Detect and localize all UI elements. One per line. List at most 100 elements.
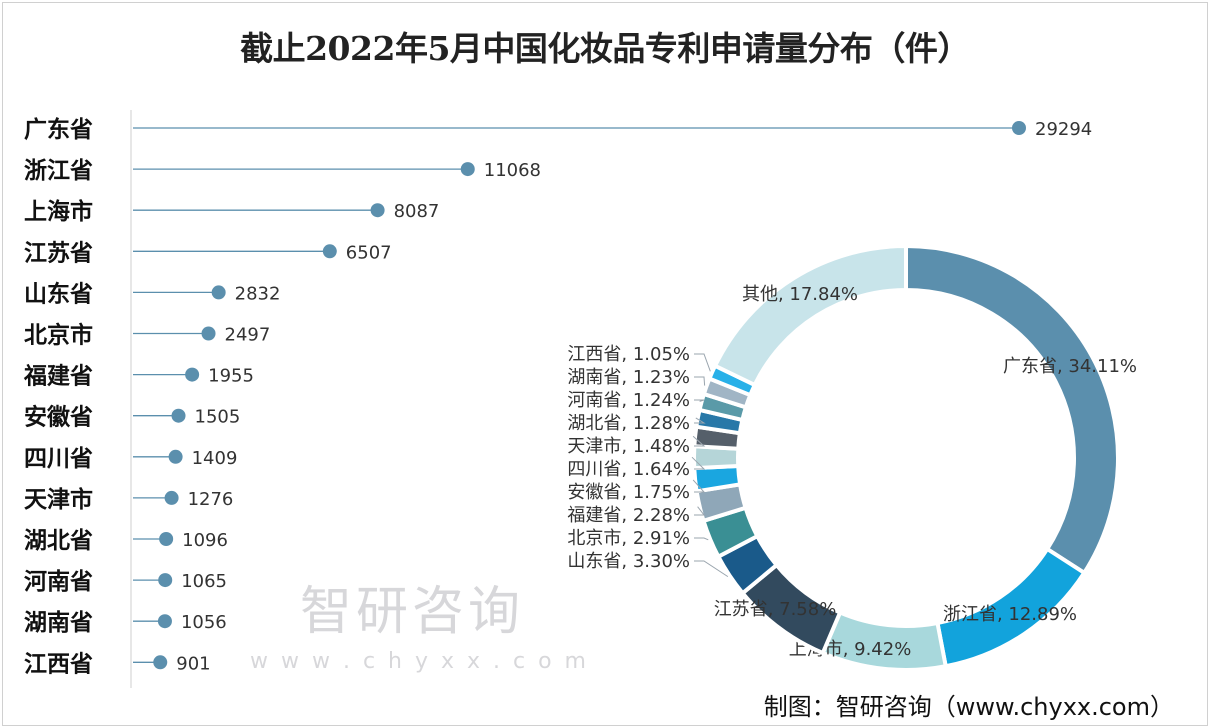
slice-percent: , 1.05% xyxy=(621,344,690,365)
slice-percent: , 1.64% xyxy=(621,459,690,480)
lollipop-dot xyxy=(153,655,168,670)
slice-name: 四川省 xyxy=(567,459,621,480)
slice-name: 湖南省 xyxy=(567,367,621,388)
slice-percent: , 1.28% xyxy=(621,413,690,434)
slice-name: 湖北省 xyxy=(567,413,621,434)
category-label: 安徽省 xyxy=(24,404,93,431)
lollipop-dot xyxy=(1012,121,1026,135)
slice-label: 四川省, 1.64% xyxy=(567,459,690,480)
lollipop-dot xyxy=(157,614,172,629)
slice-label: 其他, 17.84% xyxy=(742,284,858,305)
slice-label: 湖南省, 1.23% xyxy=(567,367,690,388)
slice-percent: , 2.91% xyxy=(621,528,690,549)
lollipop-dot xyxy=(171,408,186,423)
value-label: 1065 xyxy=(181,571,227,592)
lollipop-dot xyxy=(201,326,216,341)
slice-name: 北京市 xyxy=(567,528,621,549)
lollipop-dot xyxy=(460,162,475,177)
slice-name: 广东省 xyxy=(1003,356,1057,377)
slice-percent: , 2.28% xyxy=(621,505,690,526)
leader-line xyxy=(694,353,711,372)
value-label: 1955 xyxy=(208,366,254,387)
category-label: 浙江省 xyxy=(24,158,93,184)
value-label: 8087 xyxy=(394,201,440,222)
category-label: 湖南省 xyxy=(24,610,93,636)
category-label: 四川省 xyxy=(24,446,93,472)
category-label: 江西省 xyxy=(24,651,93,677)
value-label: 2497 xyxy=(225,325,271,346)
slice-percent: , 1.24% xyxy=(621,390,690,411)
leader-line xyxy=(694,537,709,541)
leader-line xyxy=(692,479,706,493)
leader-line xyxy=(694,417,706,424)
slice-name: 江苏省 xyxy=(714,599,768,620)
donut-slice xyxy=(712,243,908,388)
slice-label: 北京市, 2.91% xyxy=(567,528,690,549)
lollipop-dot xyxy=(158,573,173,588)
category-label: 山东省 xyxy=(24,280,93,307)
value-label: 1409 xyxy=(192,448,238,469)
lollipop-dot xyxy=(322,244,337,259)
value-label: 1276 xyxy=(188,489,234,510)
slice-name: 浙江省 xyxy=(943,604,997,625)
donut-slice xyxy=(904,243,1120,576)
slice-percent: , 1.75% xyxy=(621,482,690,503)
slice-label: 浙江省, 12.89% xyxy=(943,604,1077,625)
slice-label: 山东省, 3.30% xyxy=(567,551,690,572)
value-label: 11068 xyxy=(484,160,541,181)
slice-percent: , 34.11% xyxy=(1057,356,1137,377)
category-label: 上海市 xyxy=(24,198,93,225)
value-label: 1096 xyxy=(182,530,228,551)
value-label: 29294 xyxy=(1035,119,1092,140)
watermark-brand: 智研咨询 xyxy=(300,582,525,642)
slice-percent: , 9.42% xyxy=(843,639,912,660)
slice-percent: , 7.58% xyxy=(768,599,837,620)
slice-name: 山东省 xyxy=(567,551,621,572)
category-label: 湖北省 xyxy=(24,528,93,554)
category-label: 北京市 xyxy=(24,322,93,349)
slice-label: 河南省, 1.24% xyxy=(567,390,690,411)
slice-name: 天津市 xyxy=(567,436,621,457)
value-label: 901 xyxy=(176,653,210,674)
slice-label: 广东省, 34.11% xyxy=(1003,356,1137,377)
slice-name: 其他 xyxy=(742,284,778,305)
leader-line xyxy=(694,506,706,516)
leader-line xyxy=(694,376,706,386)
slice-percent: , 12.89% xyxy=(997,604,1077,625)
slice-name: 福建省 xyxy=(567,505,621,526)
slice-percent: , 3.30% xyxy=(621,551,690,572)
slice-label: 安徽省, 1.75% xyxy=(567,482,690,503)
category-label: 天津市 xyxy=(24,486,93,513)
lollipop-dot xyxy=(159,532,174,546)
slice-label: 江西省, 1.05% xyxy=(567,344,690,365)
category-label: 福建省 xyxy=(23,364,93,390)
lollipop-dot xyxy=(168,449,183,464)
category-label: 河南省 xyxy=(24,569,93,595)
value-label: 6507 xyxy=(346,242,392,263)
slice-name: 江西省 xyxy=(567,344,621,365)
leader-line xyxy=(692,435,706,447)
leader-line xyxy=(694,399,705,402)
lollipop-dot xyxy=(185,367,200,382)
slice-label: 江苏省, 7.58% xyxy=(714,599,837,620)
category-label: 广东省 xyxy=(24,116,93,143)
lollipop-dot xyxy=(370,203,385,218)
slice-label: 湖北省, 1.28% xyxy=(567,413,690,434)
slice-percent: , 17.84% xyxy=(778,284,858,305)
watermark-url: w w w . c h y x x . c o m xyxy=(250,649,589,674)
slice-label: 天津市, 1.48% xyxy=(567,436,690,457)
lollipop-dot xyxy=(211,285,226,300)
category-label: 江苏省 xyxy=(24,240,93,266)
slice-name: 安徽省 xyxy=(567,482,621,503)
slice-label: 福建省, 2.28% xyxy=(567,505,690,526)
slice-percent: , 1.48% xyxy=(621,436,690,457)
leader-line xyxy=(691,456,706,470)
value-label: 1056 xyxy=(181,612,227,633)
lollipop-dot xyxy=(164,490,179,505)
chart-title: 截止2022年5月中国化妆品专利申请量分布（件） xyxy=(240,29,970,68)
leader-line xyxy=(694,560,729,578)
value-label: 2832 xyxy=(235,283,281,304)
value-label: 1505 xyxy=(195,407,241,428)
